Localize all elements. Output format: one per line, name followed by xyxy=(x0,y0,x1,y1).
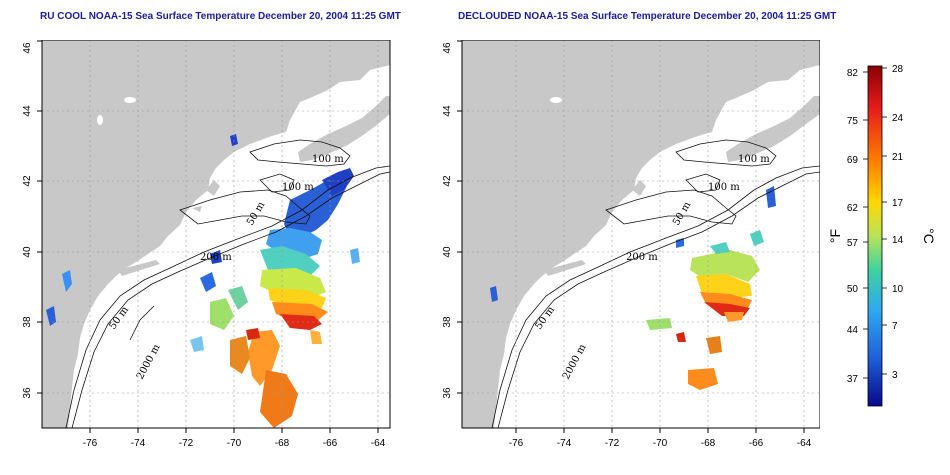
lon-tick-label: -74 xyxy=(557,438,572,449)
lat-tick-label: 38 xyxy=(442,316,453,328)
fahrenheit-unit-label: °F xyxy=(827,229,843,243)
lat-tick-label: 44 xyxy=(442,105,453,117)
celsius-tick-label: 10 xyxy=(892,284,904,295)
lon-tick-label: -76 xyxy=(83,438,98,449)
lon-tick-label: -66 xyxy=(749,438,764,449)
nova-scotia-land xyxy=(726,96,820,162)
fahrenheit-tick-label: 57 xyxy=(847,238,859,249)
lon-tick-label: -66 xyxy=(323,438,338,449)
fahrenheit-tick-label: 37 xyxy=(847,374,859,385)
land-mass xyxy=(42,40,390,428)
lon-tick-label: -72 xyxy=(179,438,194,449)
right-sst-map-panel: 100 m 100 m 50 m 200 m 50 m 2000 m -76 -… xyxy=(430,39,821,470)
lat-tick-label: 46 xyxy=(22,42,33,54)
lon-tick-label: -68 xyxy=(701,438,716,449)
isobath-label: 100 m xyxy=(738,154,770,165)
lat-tick-label: 46 xyxy=(442,42,453,54)
lat-tick-label: 38 xyxy=(22,316,33,328)
lake xyxy=(124,97,136,103)
lat-lon-grid xyxy=(42,40,390,428)
cape-cod xyxy=(632,180,646,196)
lon-tick-label: -72 xyxy=(605,438,620,449)
lon-tick-label: -70 xyxy=(227,438,242,449)
lat-tick-label: 36 xyxy=(22,387,33,399)
lat-axis xyxy=(37,40,42,394)
lon-axis xyxy=(89,428,379,433)
nantucket xyxy=(192,206,202,212)
lake xyxy=(97,115,103,125)
lat-tick-label: 40 xyxy=(442,246,453,258)
fahrenheit-tick-label: 82 xyxy=(847,68,859,79)
land-mass xyxy=(462,40,820,428)
fahrenheit-tick-label: 44 xyxy=(847,325,859,336)
colorbar-gradient xyxy=(867,65,883,407)
lat-tick-label: 36 xyxy=(442,387,453,399)
left-sst-map-panel: 100 m 100 m 50 m 200 m 50 m 2000 m -76 -… xyxy=(10,39,400,470)
lon-tick-label: -76 xyxy=(509,438,524,449)
map-frame xyxy=(41,39,391,429)
celsius-tick-label: 3 xyxy=(892,370,898,381)
celsius-tick-label: 7 xyxy=(892,321,898,332)
cape-cod xyxy=(206,180,220,196)
right-map-title: DECLOUDED NOAA-15 Sea Surface Temperatur… xyxy=(458,11,837,22)
nova-scotia-land xyxy=(298,96,390,162)
celsius-tick-label: 24 xyxy=(892,113,904,124)
fahrenheit-tick-label: 50 xyxy=(847,284,859,295)
long-island xyxy=(118,260,160,276)
lon-tick-label: -64 xyxy=(371,438,386,449)
long-island xyxy=(544,260,586,276)
sst-data-layer xyxy=(490,186,776,390)
lat-tick-label: 42 xyxy=(22,175,33,187)
lon-tick-label: -74 xyxy=(131,438,146,449)
celsius-tick-label: 28 xyxy=(892,64,904,75)
isobath-label: 100 m xyxy=(708,182,740,193)
isobath-label: 200 m xyxy=(626,252,658,263)
fahrenheit-tick-label: 69 xyxy=(847,155,859,166)
isobath-label: 100 m xyxy=(282,182,314,193)
lake xyxy=(550,97,562,103)
lon-tick-label: -70 xyxy=(653,438,668,449)
isobath-label: 100 m xyxy=(312,154,344,165)
lat-axis xyxy=(457,40,462,394)
fahrenheit-tick-label: 62 xyxy=(847,203,859,214)
lon-axis xyxy=(515,428,805,433)
sst-data-layer xyxy=(46,134,360,428)
lat-tick-label: 40 xyxy=(22,246,33,258)
fahrenheit-tick-label: 75 xyxy=(847,116,859,127)
celsius-tick-label: 14 xyxy=(892,235,904,246)
lon-tick-label: -64 xyxy=(797,438,812,449)
left-map-title: RU COOL NOAA-15 Sea Surface Temperature … xyxy=(40,11,401,22)
lon-tick-label: -68 xyxy=(275,438,290,449)
isobath-label: 200 m xyxy=(200,252,232,263)
lat-tick-label: 44 xyxy=(22,105,33,117)
lat-tick-label: 42 xyxy=(442,175,453,187)
temperature-colorbar: 82 75 69 62 57 50 44 37 28 24 21 17 14 1… xyxy=(826,58,946,423)
celsius-unit-label: °C xyxy=(921,228,937,244)
isobath-contours xyxy=(491,139,820,428)
celsius-tick-label: 17 xyxy=(892,198,904,209)
celsius-tick-label: 21 xyxy=(892,152,904,163)
